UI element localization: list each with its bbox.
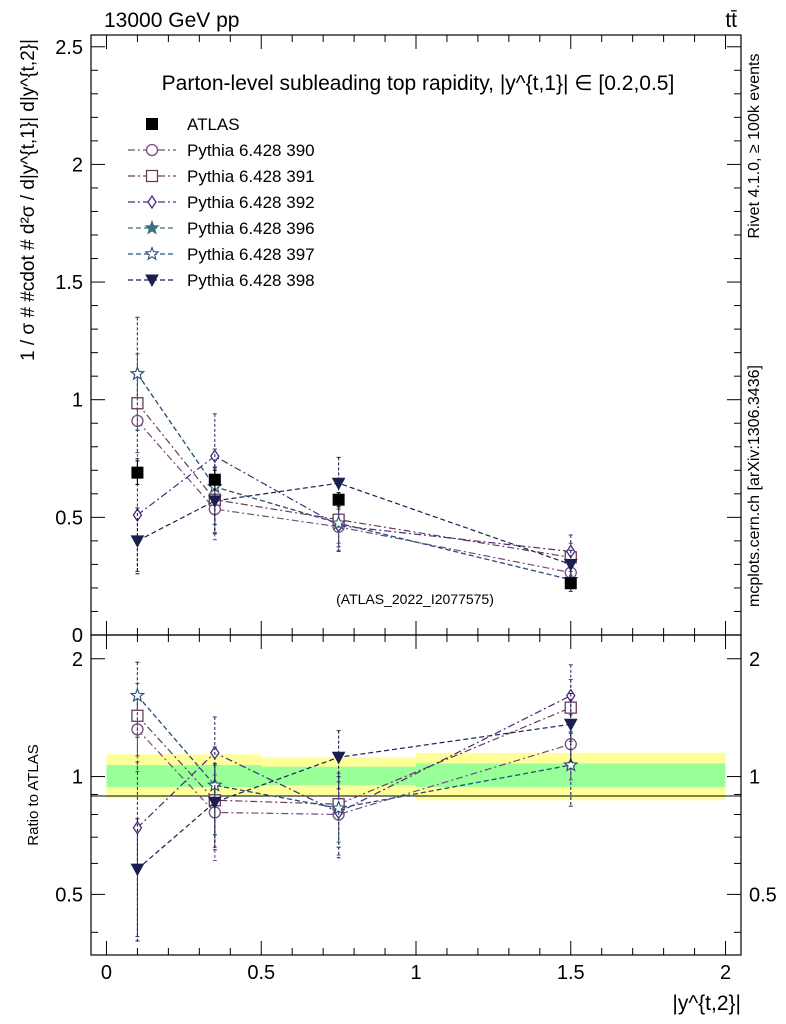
data-point <box>564 577 577 590</box>
legend-entry: Pythia 6.428 390 <box>128 141 315 160</box>
series-pythia-6-428-390 <box>131 373 577 585</box>
watermark-label: (ATLAS_2022_I2077575) <box>336 591 494 607</box>
data-point <box>131 709 144 722</box>
series-line <box>136 373 571 581</box>
legend-marker <box>145 169 159 183</box>
series-pythia-6-428-396 <box>129 316 579 592</box>
y-tick-label: 0.5 <box>55 507 83 529</box>
ratio-y-tick-label-right: 2 <box>749 649 760 671</box>
ratio-y-tick-label: 2 <box>72 649 83 671</box>
energy-label: 13000 GeV pp <box>104 9 239 32</box>
series-pythia-6-428-397 <box>129 661 579 848</box>
data-point <box>131 466 144 479</box>
data-point <box>208 473 221 486</box>
ratio-y-axis-label: Ratio to ATLAS <box>25 744 42 845</box>
series-line <box>136 373 571 581</box>
data-point <box>130 535 145 548</box>
plot-title: Parton-level subleading top rapidity, |y… <box>162 72 675 95</box>
data-point <box>563 757 579 772</box>
legend-marker <box>147 194 157 210</box>
series-line <box>136 695 572 829</box>
legend-entry: Pythia 6.428 397 <box>128 245 315 264</box>
series-line <box>136 707 572 805</box>
legend: ATLAS Pythia 6.428 390 Pythia 6.428 391 Pyt… <box>128 115 315 290</box>
series-line <box>137 455 571 553</box>
legend-marker <box>145 274 159 288</box>
x-axis-label: |y^{t,2}| <box>672 992 741 1015</box>
main-plot-panel: 0 0.5 1 1.5 2 2.5 Parton-level subleading top… <box>18 34 742 647</box>
series-pythia-6-428-398 <box>130 693 578 942</box>
data-point <box>330 515 347 530</box>
data-point <box>207 777 223 792</box>
legend-label: Pythia 6.428 397 <box>187 245 315 264</box>
series-atlas <box>131 460 577 590</box>
data-point <box>132 820 143 835</box>
y-tick-label: 1.5 <box>55 272 83 294</box>
x-tick-label: 1 <box>410 962 421 984</box>
legend-entry: Pythia 6.428 398 <box>128 271 315 290</box>
data-point <box>331 477 346 491</box>
series-line <box>136 695 571 809</box>
ratio-y-tick-label: 0.5 <box>55 884 83 906</box>
y-tick-label: 2 <box>72 154 83 176</box>
series-pythia-6-428-398 <box>130 456 578 580</box>
ratio-y-tick-label: 1 <box>72 767 83 789</box>
ratio-y-tick-label-right: 1 <box>749 767 760 789</box>
main-y-axis-label: 1 / σ # #cdot # d²σ / d|y^{t,1}| d|y^{t,… <box>18 39 39 361</box>
legend-entry: Pythia 6.428 396 <box>128 219 315 238</box>
series-line <box>137 482 571 565</box>
data-point <box>129 687 146 703</box>
data-point <box>207 796 222 810</box>
legend-label: Pythia 6.428 396 <box>187 219 315 238</box>
legend-marker <box>144 219 160 235</box>
legend-marker <box>144 245 160 261</box>
x-tick-label: 0 <box>101 962 112 984</box>
legend-label: Pythia 6.428 392 <box>187 193 315 212</box>
legend-marker <box>146 118 158 130</box>
legend-label: Pythia 6.428 398 <box>187 271 315 290</box>
data-point <box>563 718 578 732</box>
data-point <box>332 493 345 506</box>
series-pythia-6-428-392 <box>132 664 576 938</box>
y-tick-label: 1 <box>72 390 83 412</box>
x-tick-label: 2 <box>720 962 731 984</box>
legend-entry: ATLAS <box>146 115 240 134</box>
mcplots-label: mcplots.cern.ch [arXiv:1306.3436] <box>746 365 763 607</box>
legend-label: Pythia 6.428 390 <box>187 141 315 160</box>
x-tick-label: 0.5 <box>247 962 275 984</box>
data-point <box>129 365 146 381</box>
y-tick-label: 2.5 <box>55 37 83 59</box>
process-label: tt̄ <box>725 9 737 32</box>
series-line <box>136 728 571 816</box>
legend-marker <box>145 143 159 157</box>
series-line <box>136 420 571 574</box>
legend-label: ATLAS <box>187 115 240 134</box>
series-line <box>136 402 571 558</box>
stat-uncertainty-band <box>106 765 169 788</box>
data-point <box>130 863 145 877</box>
ratio-plot-panel: 0.5 0.5 1 1 2 2 0 0.5 1 1.5 2 Ratio to ATLAS |y^{t… <box>25 634 777 1015</box>
series-pythia-6-428-397 <box>129 316 579 592</box>
data-point <box>207 495 222 508</box>
legend-entry: Pythia 6.428 392 <box>128 193 315 212</box>
legend-label: Pythia 6.428 391 <box>187 167 315 186</box>
ratio-y-tick-label-right: 0.5 <box>749 884 777 906</box>
x-tick-label: 1.5 <box>557 962 585 984</box>
series-line <box>137 723 571 870</box>
y-tick-label: 0 <box>72 625 83 647</box>
data-point <box>330 800 347 815</box>
rivet-label: Rivet 4.1.0, ≥ 100k events <box>746 54 763 239</box>
data-point <box>331 751 346 765</box>
data-point <box>563 558 578 572</box>
legend-entry: Pythia 6.428 391 <box>128 167 315 186</box>
